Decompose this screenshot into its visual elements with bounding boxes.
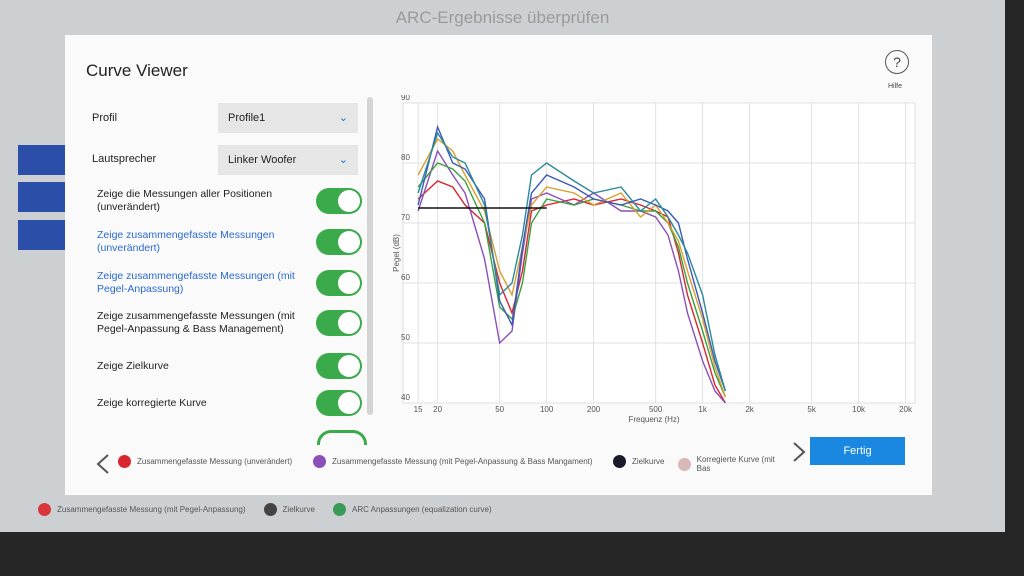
plot-area — [402, 102, 916, 404]
legend: Zusammengefasste Messung (unverändert) Zu… — [118, 449, 788, 475]
legend-swatch — [313, 455, 326, 468]
toggle-text: Zeige zusammengefasste Messungen (mit Pe… — [97, 310, 295, 335]
toggle-text: Zeige zusammengefasste Messungen (unverä… — [97, 229, 275, 254]
background-legend: Zusammengefasste Messung (mit Pegel-Anpa… — [38, 503, 492, 516]
toggle[interactable] — [316, 390, 362, 416]
help-icon[interactable]: ? — [885, 50, 909, 74]
page-title: ARC-Ergebnisse überprüfen — [395, 8, 610, 27]
x-tick-label: 100 — [540, 405, 554, 414]
y-tick-label: 80 — [401, 153, 410, 162]
series-line — [417, 162, 727, 398]
legend-item: Zielkurve — [613, 455, 664, 468]
next-arrow[interactable] — [791, 441, 807, 463]
legend-label: Zielkurve — [632, 457, 665, 466]
y-tick-label: 50 — [401, 333, 410, 342]
legend-label: Zusammengefasste Messung (mit Pegel-Anpa… — [57, 505, 246, 514]
setting-label: Lautsprecher — [92, 153, 157, 165]
dropdown[interactable]: Linker Woofer ⌄ — [218, 145, 358, 175]
x-tick-label: 50 — [495, 405, 504, 414]
toggle[interactable] — [316, 353, 362, 379]
legend-swatch — [678, 457, 691, 471]
toggle[interactable] — [316, 310, 362, 336]
legend-swatch — [38, 503, 51, 516]
legend-label: Zusammengefasste Messung (mit Pegel-Anpa… — [332, 457, 593, 466]
legend-item: Korregierte Kurve (mit Bas — [678, 455, 788, 473]
legend-label: Korregierte Kurve (mit Bas — [696, 455, 775, 473]
toggle-knob — [338, 231, 360, 253]
dialog-title: Curve Viewer — [86, 61, 188, 80]
toggle-label: Zeige zusammengefasste Messungen (mit Pe… — [97, 270, 312, 296]
x-tick-label: 2k — [745, 405, 754, 414]
y-tick-label: 90 — [401, 95, 410, 102]
legend-label: Zusammengefasste Messung (unverändert) — [137, 457, 293, 466]
y-axis-label: Pegel (dB) — [392, 234, 401, 272]
legend-item: Zusammengefasste Messung (unverändert) — [118, 455, 292, 468]
toggle[interactable] — [316, 229, 362, 255]
x-tick-label: 5k — [807, 405, 816, 414]
x-tick-label: 20 — [433, 405, 442, 414]
toggle-text: Zeige Zielkurve — [97, 359, 169, 372]
x-tick-label: 20k — [899, 405, 913, 414]
toggle-knob — [338, 190, 360, 212]
chart: 40 50 60 70 80 90 15 20 50 100 200 500 1k 2k 5k 10k 20k P… — [392, 95, 916, 424]
prev-arrow[interactable] — [95, 453, 111, 475]
series-line — [417, 131, 727, 392]
toggle-label: Zeige die Messungen aller Positionen (un… — [97, 188, 312, 214]
toggle-label: Zeige korregierte Kurve — [97, 390, 312, 416]
legend-swatch — [118, 455, 131, 468]
legend-label: Zielkurve — [282, 505, 315, 514]
legend-item: Zusammengefasste Messung (mit Pegel-Anpa… — [313, 455, 593, 468]
side-button[interactable] — [18, 220, 65, 250]
legend-swatch — [332, 503, 346, 516]
toggle-label: Zeige zusammengefasste Messungen (unverä… — [97, 229, 312, 255]
toggle[interactable] — [316, 188, 362, 214]
legend-swatch — [263, 503, 277, 516]
dropdown-value: Linker Woofer — [228, 154, 297, 166]
toggle-label: Zeige Zielkurve — [97, 353, 312, 379]
legend-label: ARC Anpassungen (equalization curve) — [351, 505, 492, 514]
x-axis-label: Frequenz (Hz) — [628, 415, 679, 424]
toggle-knob — [338, 312, 360, 334]
help-label[interactable]: Hilfe — [888, 83, 903, 90]
done-button[interactable]: Fertig — [810, 437, 905, 465]
x-tick-label: 15 — [414, 405, 423, 414]
toggle-partial — [317, 430, 367, 445]
legend-item: Zusammengefasste Messung (mit Pegel-Anpa… — [38, 503, 246, 516]
scrollbar[interactable] — [367, 97, 373, 415]
toggle-text: Zeige die Messungen aller Positionen (un… — [97, 188, 273, 213]
toggle-text: Zeige korregierte Kurve — [97, 396, 207, 409]
y-tick-label: 40 — [401, 393, 410, 402]
y-tick-label: 60 — [401, 273, 410, 282]
side-button[interactable] — [18, 182, 65, 212]
x-tick-label: 1k — [698, 405, 707, 414]
legend-item: Zielkurve — [263, 503, 315, 516]
legend-swatch — [613, 455, 626, 468]
y-tick-label: 70 — [401, 213, 410, 222]
setting-label: Profil — [92, 112, 118, 124]
toggle-knob — [338, 272, 360, 294]
toggle-knob — [338, 392, 360, 414]
legend-item: ARC Anpassungen (equalization curve) — [332, 503, 492, 516]
x-tick-label: 200 — [587, 405, 601, 414]
series-line — [417, 180, 727, 403]
dropdown[interactable]: Profile1 ⌄ — [218, 103, 358, 133]
toggle[interactable] — [316, 270, 362, 296]
toggle-text: Zeige zusammengefasste Messungen (mit Pe… — [97, 270, 295, 295]
series-line — [417, 137, 727, 398]
dropdown-value: Profile1 — [228, 112, 266, 124]
side-button[interactable] — [18, 145, 65, 175]
dialog: Curve Viewer ? Hilfe Profil Profile1 ⌄ La… — [65, 35, 932, 495]
toggle-label: Zeige zusammengefasste Messungen (mit Pe… — [97, 310, 312, 336]
x-tick-label: 500 — [649, 405, 663, 414]
toggle-knob — [338, 355, 360, 377]
x-tick-label: 10k — [852, 405, 866, 414]
